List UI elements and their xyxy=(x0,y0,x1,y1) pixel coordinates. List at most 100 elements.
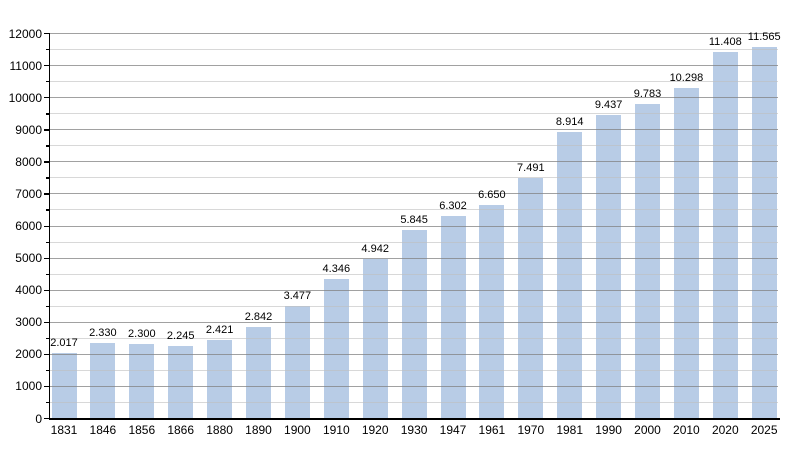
y-major-tick xyxy=(44,129,50,131)
y-major-tick xyxy=(44,225,50,227)
bar-1890 xyxy=(246,326,271,418)
bar-2025 xyxy=(751,46,777,418)
x-axis-label-1856: 1856 xyxy=(128,423,156,437)
bar-value-label-1981: 8.914 xyxy=(555,116,584,128)
x-axis xyxy=(48,418,780,420)
major-gridline xyxy=(50,321,778,323)
minor-gridline xyxy=(50,145,778,147)
y-minor-tick xyxy=(46,177,50,179)
y-minor-tick xyxy=(46,145,50,147)
y-axis-label-3000: 3000 xyxy=(15,315,42,330)
x-axis-label-1970: 1970 xyxy=(517,423,545,437)
minor-gridline xyxy=(50,369,778,371)
bar-value-label-1920: 4.942 xyxy=(361,243,389,256)
bar-2010 xyxy=(673,87,699,418)
x-axis-label-2020: 2020 xyxy=(711,423,739,437)
bar-1970 xyxy=(518,177,544,418)
y-axis-label-0: 0 xyxy=(35,411,42,426)
y-major-tick xyxy=(44,353,50,356)
bar-1880 xyxy=(207,340,233,418)
y-axis-label-10000: 10000 xyxy=(8,90,42,105)
bar-value-label-1866: 2.245 xyxy=(166,329,195,342)
x-axis-label-1930: 1930 xyxy=(400,423,428,437)
bar-value-label-2010: 10.298 xyxy=(669,71,704,84)
bar-1981 xyxy=(557,132,583,418)
y-major-tick xyxy=(44,289,50,291)
bar-1961 xyxy=(479,204,505,418)
x-axis-label-1846: 1846 xyxy=(89,423,117,437)
y-axis-label-12000: 12000 xyxy=(8,26,42,41)
y-minor-tick xyxy=(46,337,50,340)
bar-1947 xyxy=(440,215,466,418)
y-axis-label-1000: 1000 xyxy=(15,379,42,394)
bar-value-label-1970: 7.491 xyxy=(517,161,545,174)
y-axis-label-5000: 5000 xyxy=(15,251,42,266)
y-axis xyxy=(48,33,50,420)
x-axis-label-1910: 1910 xyxy=(322,423,350,437)
y-axis-label-4000: 4000 xyxy=(15,283,42,298)
y-axis-label-8000: 8000 xyxy=(15,154,42,169)
major-gridline xyxy=(50,65,778,67)
bar-value-label-1846: 2.330 xyxy=(89,327,117,340)
x-axis-label-1831: 1831 xyxy=(50,423,78,437)
bar-value-label-2000: 9.783 xyxy=(633,88,662,101)
major-gridline xyxy=(50,97,778,99)
major-gridline xyxy=(50,129,778,131)
bar-1900 xyxy=(284,306,310,418)
x-axis-label-1890: 1890 xyxy=(245,423,272,437)
bar-value-label-1990: 9.437 xyxy=(594,99,623,112)
minor-gridline xyxy=(50,81,778,83)
x-axis-label-1900: 1900 xyxy=(284,423,311,437)
bar-1910 xyxy=(323,278,349,418)
bar-1856 xyxy=(129,344,155,418)
bar-value-label-1900: 3.477 xyxy=(283,290,312,303)
bar-2000 xyxy=(635,104,660,418)
bar-value-label-1910: 4.346 xyxy=(322,262,351,275)
y-major-tick xyxy=(44,193,50,195)
x-axis-label-2010: 2010 xyxy=(673,423,700,437)
y-major-tick xyxy=(44,257,50,259)
bar-value-label-2020: 11.408 xyxy=(708,35,742,48)
bar-value-label-1890: 2.842 xyxy=(244,310,273,323)
bar-1846 xyxy=(90,343,116,418)
minor-gridline xyxy=(50,113,778,115)
y-minor-tick xyxy=(46,369,50,372)
minor-gridline xyxy=(50,241,778,243)
y-axis-label-9000: 9000 xyxy=(15,122,42,137)
y-major-tick xyxy=(44,385,50,388)
major-gridline xyxy=(50,289,778,291)
major-gridline xyxy=(50,193,778,195)
major-gridline xyxy=(50,385,778,387)
bar-value-label-2025: 11.565 xyxy=(747,30,781,43)
bar-value-label-1856: 2.300 xyxy=(128,328,156,341)
bar-2020 xyxy=(712,51,738,418)
y-major-tick xyxy=(44,321,50,324)
x-axis-label-2025: 2025 xyxy=(750,423,778,437)
y-minor-tick xyxy=(46,209,50,211)
minor-gridline xyxy=(50,49,778,51)
bar-value-label-1880: 2.421 xyxy=(205,324,234,337)
major-gridline xyxy=(50,353,778,355)
bar-value-label-1930: 5.845 xyxy=(400,214,428,227)
minor-gridline xyxy=(50,401,778,403)
minor-gridline xyxy=(50,273,778,275)
y-axis-label-2000: 2000 xyxy=(15,347,42,362)
x-axis-label-1866: 1866 xyxy=(167,423,195,437)
y-minor-tick xyxy=(46,241,50,243)
minor-gridline xyxy=(50,337,778,339)
y-axis-label-7000: 7000 xyxy=(15,186,42,201)
bar-value-label-1961: 6.650 xyxy=(478,188,506,201)
major-gridline xyxy=(50,225,778,227)
y-axis-label-6000: 6000 xyxy=(15,219,42,233)
x-axis-label-1947: 1947 xyxy=(439,423,467,437)
y-major-tick xyxy=(44,65,50,67)
y-minor-tick xyxy=(46,49,50,51)
bar-value-label-1831: 2.017 xyxy=(50,337,78,350)
bar-1866 xyxy=(168,345,194,418)
major-gridline xyxy=(50,161,778,163)
major-gridline xyxy=(50,33,778,34)
minor-gridline xyxy=(50,209,778,211)
y-minor-tick xyxy=(46,113,50,115)
x-axis-label-1880: 1880 xyxy=(206,423,233,437)
